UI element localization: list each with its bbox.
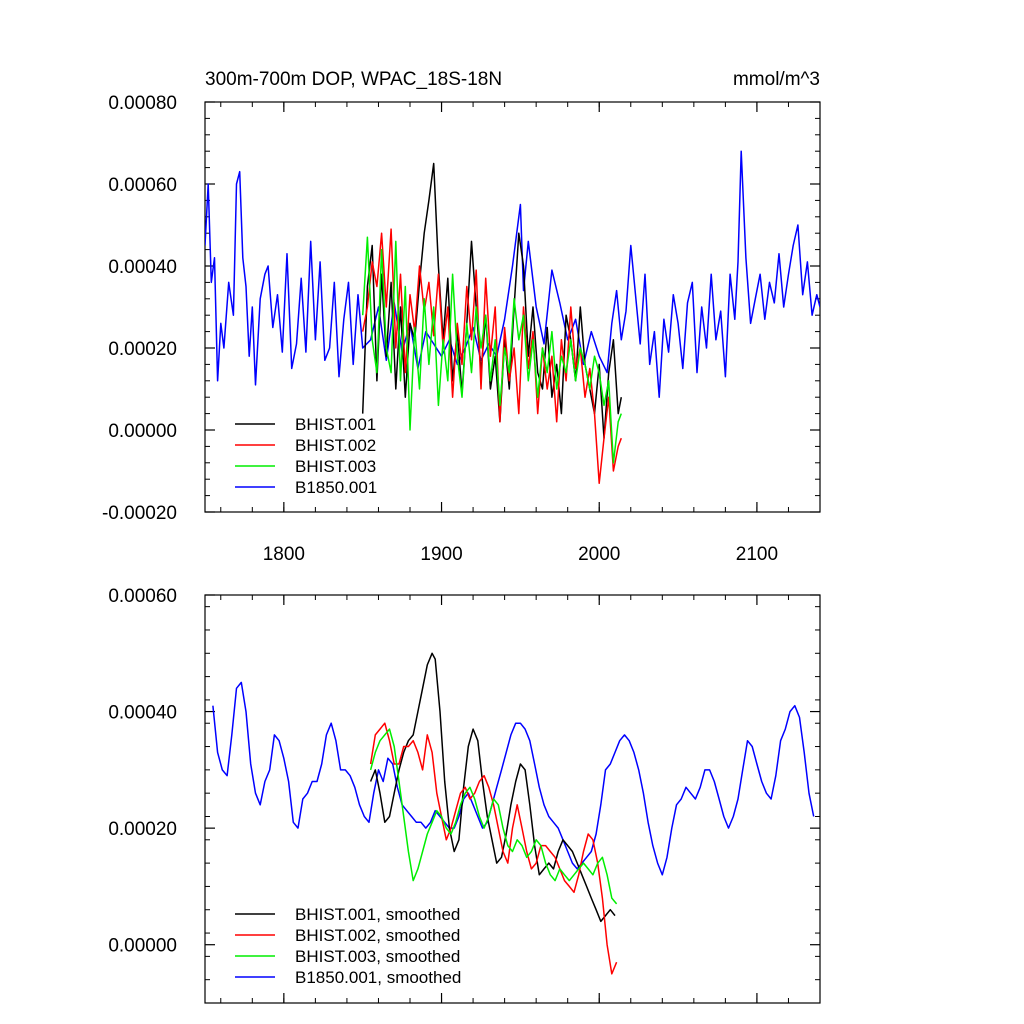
legend-label: BHIST.002, smoothed [295, 926, 460, 945]
y-tick-label: 0.00080 [108, 93, 177, 114]
y-tick-label: 0.00020 [108, 819, 177, 840]
y-tick-label: 0.00000 [108, 936, 177, 957]
plot-frame [204, 594, 821, 1004]
legend-label: BHIST.001, smoothed [295, 905, 460, 924]
y-tick-label: 0.00060 [108, 586, 177, 607]
top-panel: -0.00020 0.00000 0.00020 0.00040 0.00060 0.00… [102, 93, 821, 565]
x-tick-label: 2100 [736, 544, 778, 565]
chart-title: 300m-700m DOP, WPAC_18S-18N [205, 69, 502, 90]
series-line [212, 681, 815, 876]
legend-label: BHIST.001 [295, 415, 376, 434]
y-tick-label: 0.00020 [108, 339, 177, 360]
legend-label: BHIST.003 [295, 457, 376, 476]
y-tick-label: 0.00040 [108, 703, 177, 724]
y-tick-label: 0.00000 [108, 421, 177, 442]
y-tick-label: -0.00020 [102, 503, 177, 524]
x-tick-label: 1900 [420, 544, 462, 565]
x-tick-label: 2000 [578, 544, 620, 565]
series-line [369, 722, 618, 975]
legend-label: B1850.001, smoothed [295, 968, 461, 987]
legend-label: BHIST.002 [295, 436, 376, 455]
x-tick-label: 1800 [263, 544, 305, 565]
y-tick-label: 0.00040 [108, 257, 177, 278]
series-line [205, 150, 820, 398]
legend-label: BHIST.003, smoothed [295, 947, 460, 966]
series-line [361, 236, 623, 464]
y-tick-label: 0.00060 [108, 175, 177, 196]
legend-label: B1850.001 [295, 478, 377, 497]
series-line [369, 728, 618, 905]
bottom-panel: 0.00000 0.00020 0.00040 0.00060 BHIST.001, s… [108, 586, 821, 1004]
chart-units: mmol/m^3 [733, 69, 820, 90]
series-line [369, 652, 616, 923]
series-line [361, 162, 623, 439]
